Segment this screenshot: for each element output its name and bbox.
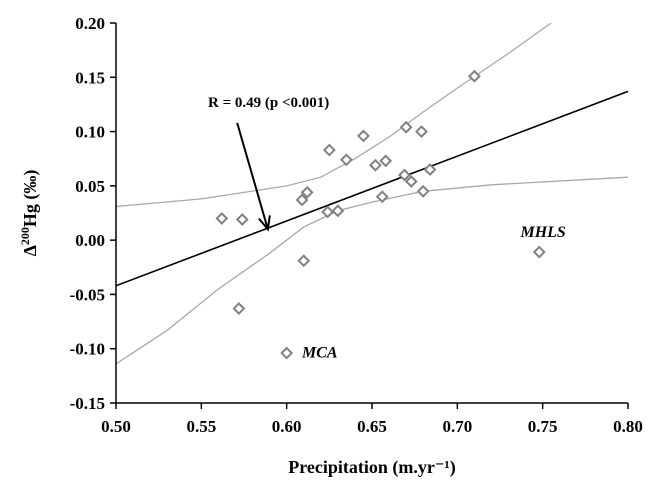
data-point [280, 346, 294, 360]
data-point [398, 168, 411, 182]
x-tick-label: 0.75 [528, 417, 558, 436]
y-tick-label: 0.10 [75, 123, 105, 142]
data-point [322, 143, 336, 157]
data-point [404, 175, 418, 188]
data-point [532, 245, 546, 259]
annotation-arrowhead [258, 215, 271, 232]
y-axis-title-suffix: Hg (‰) [20, 170, 41, 228]
correlation-annotation: R = 0.49 (p <0.001) [208, 95, 329, 111]
data-point [416, 184, 430, 198]
data-point [215, 212, 229, 225]
data-point [321, 205, 335, 219]
x-tick-label: 0.80 [613, 417, 643, 436]
tick-labels: 0.50 0.55 0.60 0.65 0.70 0.75 0.80 -0.15 -0.10 -0… [70, 14, 643, 436]
data-point [300, 185, 314, 199]
data-point [339, 153, 353, 167]
x-tick-label: 0.50 [101, 417, 131, 436]
regression-line-segment [115, 90, 629, 287]
data-point [297, 254, 311, 268]
point-labels: MCA MHLS [301, 224, 566, 362]
y-tick-label: -0.05 [70, 285, 105, 304]
data-point [235, 213, 249, 226]
annotation-arrow [236, 122, 269, 230]
x-tick-label: 0.65 [357, 417, 387, 436]
y-axis-title-prefix: Δ [20, 245, 40, 256]
data-point [232, 302, 246, 315]
x-tick-label: 0.55 [186, 417, 216, 436]
y-axis-title-superscript: 200 [18, 227, 32, 245]
data-point [368, 158, 382, 172]
x-tick-label: 0.60 [272, 417, 302, 436]
data-point [399, 120, 413, 134]
data-point [375, 190, 389, 204]
data-point [357, 129, 370, 143]
data-point [467, 69, 481, 83]
data-point [415, 125, 428, 138]
y-tick-label: 0.05 [75, 177, 105, 196]
data-point [295, 193, 309, 207]
confidence-upper-curve [116, 23, 552, 208]
point-label: MCA [301, 344, 338, 361]
confidence-band [116, 23, 628, 365]
point-label: MHLS [519, 224, 565, 241]
y-tick-label: 0.00 [75, 231, 105, 250]
y-axis-title: Δ200Hg (‰) [18, 170, 41, 257]
y-tick-label: -0.10 [70, 340, 105, 359]
data-point [379, 154, 393, 168]
y-tick-label: 0.20 [75, 14, 105, 33]
y-tick-label: 0.15 [75, 68, 105, 87]
data-points [215, 69, 546, 360]
x-tick-label: 0.70 [442, 417, 472, 436]
y-tick-label: -0.15 [70, 394, 105, 413]
confidence-lower-curve [116, 176, 628, 365]
regression-line [115, 90, 629, 287]
x-axis-title: Precipitation (m.yr⁻¹) [288, 457, 456, 478]
data-point [331, 204, 345, 218]
axes [110, 22, 629, 409]
data-point [423, 163, 437, 176]
annotations: R = 0.49 (p <0.001) [208, 95, 329, 232]
